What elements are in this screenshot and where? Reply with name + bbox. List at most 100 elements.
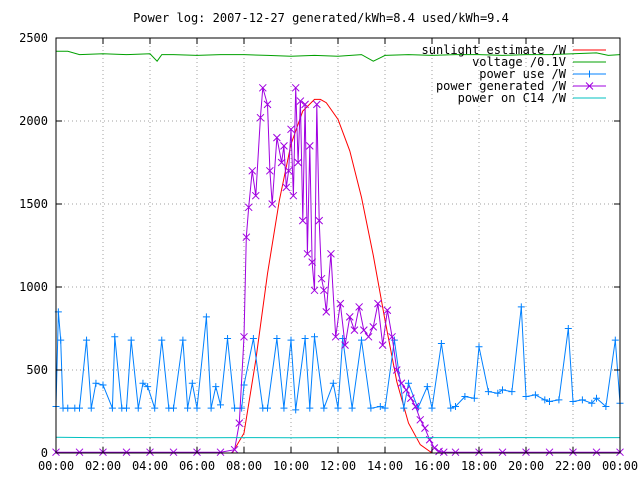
x-tick-label: 12:00 bbox=[320, 459, 356, 473]
data-point bbox=[555, 396, 563, 404]
data-point bbox=[287, 336, 295, 344]
legend-entry: power generated /W bbox=[436, 79, 606, 93]
data-point bbox=[345, 313, 354, 321]
series-layer bbox=[52, 50, 624, 457]
data-point bbox=[359, 326, 368, 335]
data-point bbox=[416, 415, 425, 424]
data-point bbox=[256, 113, 265, 122]
data-point bbox=[312, 100, 321, 109]
data-point bbox=[317, 274, 326, 283]
data-point bbox=[411, 402, 420, 411]
data-point bbox=[296, 97, 305, 105]
data-point bbox=[224, 334, 232, 342]
data-point bbox=[378, 341, 387, 349]
data-point bbox=[217, 401, 224, 409]
data-point bbox=[291, 83, 300, 92]
data-point bbox=[336, 299, 345, 308]
legend-marker bbox=[586, 70, 593, 78]
data-point bbox=[188, 379, 196, 387]
legend-label: power use /W bbox=[479, 67, 566, 81]
axes: 00:00 02:00 04:00 06:00 08:00 10:00 12:00 14:00… bbox=[19, 31, 638, 473]
data-point bbox=[289, 191, 298, 200]
legend-marker bbox=[585, 82, 594, 90]
data-point bbox=[494, 389, 502, 397]
data-point bbox=[334, 404, 342, 412]
data-point bbox=[108, 404, 116, 412]
data-point bbox=[158, 336, 166, 344]
series-power-2 bbox=[52, 303, 624, 414]
data-point bbox=[242, 233, 251, 242]
data-point bbox=[569, 398, 577, 406]
data-point bbox=[400, 404, 408, 412]
data-point bbox=[358, 336, 365, 344]
series-power-3 bbox=[52, 83, 624, 457]
data-point bbox=[251, 191, 260, 200]
x-tick-label: 22:00 bbox=[555, 459, 591, 473]
x-tick-label: 00:00 bbox=[602, 459, 638, 473]
data-point bbox=[238, 404, 246, 412]
data-point bbox=[406, 394, 415, 403]
y-tick-label: 1500 bbox=[19, 197, 48, 211]
plot-frame bbox=[55, 37, 621, 454]
data-point bbox=[292, 406, 300, 414]
data-point bbox=[392, 366, 401, 374]
data-point bbox=[311, 333, 318, 341]
data-point bbox=[303, 249, 312, 258]
data-point bbox=[258, 83, 267, 92]
data-point bbox=[564, 325, 572, 332]
data-point bbox=[517, 303, 525, 311]
data-point bbox=[212, 383, 220, 391]
data-point bbox=[593, 394, 600, 402]
data-point bbox=[421, 424, 429, 432]
data-point bbox=[592, 448, 601, 457]
y-tick-label: 500 bbox=[26, 363, 48, 377]
data-point bbox=[87, 404, 95, 412]
data-point bbox=[144, 383, 152, 391]
data-point bbox=[447, 404, 455, 412]
legend-entry: power use /W bbox=[479, 67, 606, 81]
data-point bbox=[308, 258, 317, 266]
data-point bbox=[310, 286, 319, 295]
data-point bbox=[92, 379, 100, 387]
data-point bbox=[327, 249, 335, 258]
legend-entry: sunlight estimate /W bbox=[422, 43, 606, 57]
data-point bbox=[602, 403, 610, 411]
data-point bbox=[508, 388, 516, 396]
data-point bbox=[369, 322, 378, 331]
x-tick-label: 02:00 bbox=[85, 459, 121, 473]
data-point bbox=[75, 448, 84, 457]
data-point bbox=[339, 334, 347, 342]
data-point bbox=[578, 396, 586, 404]
data-point bbox=[451, 448, 460, 457]
data-point bbox=[545, 448, 554, 457]
data-point bbox=[151, 404, 159, 412]
data-point bbox=[329, 379, 337, 387]
data-point bbox=[423, 383, 431, 391]
data-point bbox=[320, 286, 328, 295]
x-tick-label: 06:00 bbox=[179, 459, 215, 473]
data-point bbox=[475, 343, 483, 351]
data-point bbox=[428, 404, 436, 412]
data-point bbox=[470, 394, 478, 402]
series-voltage-1 bbox=[56, 50, 621, 62]
data-point bbox=[439, 448, 448, 457]
data-point bbox=[273, 334, 281, 342]
data-point bbox=[83, 336, 91, 344]
data-point bbox=[169, 448, 178, 457]
data-point bbox=[383, 306, 392, 315]
data-point bbox=[244, 203, 253, 212]
series-line bbox=[231, 98, 433, 454]
data-point bbox=[388, 332, 396, 341]
x-tick-label: 00:00 bbox=[38, 459, 74, 473]
data-point bbox=[374, 299, 382, 308]
data-point bbox=[202, 313, 210, 321]
series-line bbox=[56, 50, 621, 62]
series-sunlight-0 bbox=[231, 98, 433, 454]
data-point bbox=[367, 404, 375, 412]
chart-title: Power log: 2007-12-27 generated/kWh=8.4 … bbox=[133, 11, 509, 25]
data-point bbox=[298, 216, 307, 225]
x-tick-label: 10:00 bbox=[273, 459, 309, 473]
data-point bbox=[282, 183, 291, 192]
data-point bbox=[64, 404, 72, 412]
